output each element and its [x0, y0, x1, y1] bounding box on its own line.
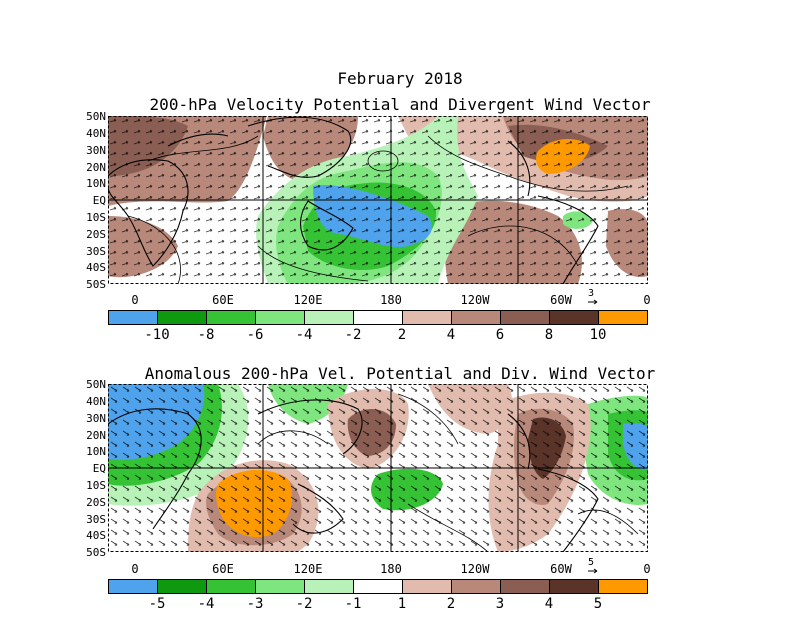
colorbar-swatch — [304, 580, 353, 593]
colorbar-swatch — [109, 580, 157, 593]
lat-label: 50S — [86, 278, 106, 291]
lat-label: 10N — [86, 445, 106, 458]
lat-label: 10S — [86, 211, 106, 224]
colorbar-swatch — [598, 311, 647, 324]
coastline — [108, 399, 599, 552]
colorbar-swatch — [157, 311, 206, 324]
panel2-title: Anomalous 200-hPa Vel. Potential and Div… — [144, 364, 656, 383]
lat-label: 10S — [86, 479, 106, 492]
colorbar-swatch — [549, 580, 598, 593]
colorbar-swatch — [353, 580, 402, 593]
lat-label: 10N — [86, 177, 106, 190]
lat-label: 30S — [86, 513, 106, 526]
colorbar-swatch — [353, 311, 402, 324]
panel2-map — [108, 384, 648, 552]
contour-line — [127, 135, 629, 284]
lat-label: 40S — [86, 261, 106, 274]
vector-reference: 3 — [588, 289, 598, 305]
lon-label: 0 — [131, 562, 139, 576]
colorbar-swatch — [157, 580, 206, 593]
colorbar-swatch — [304, 311, 353, 324]
panel1-colorbar — [108, 310, 648, 325]
colorbar-label: -2 — [344, 327, 362, 343]
colorbar-label: 4 — [544, 596, 554, 612]
lat-label: 50N — [86, 110, 106, 123]
colorbar-swatch — [451, 580, 500, 593]
lon-label: 60E — [212, 562, 234, 576]
colorbar-label: 2 — [446, 596, 456, 612]
vector-reference-value: 5 — [588, 557, 595, 568]
panel2-colorbar — [108, 579, 648, 594]
lat-label: 40N — [86, 127, 106, 140]
coastline — [108, 116, 599, 284]
vector-arrow-icon — [588, 568, 598, 574]
colorbar-swatch — [500, 580, 549, 593]
lon-label: 60W — [550, 562, 572, 576]
lon-label: 120W — [460, 293, 490, 307]
lat-label: 50N — [86, 378, 106, 391]
colorbar-swatch — [206, 311, 255, 324]
vector-arrow-icon — [588, 299, 598, 305]
lon-label: 0 — [643, 562, 651, 576]
contour-line — [257, 393, 639, 552]
lat-label: 40N — [86, 395, 106, 408]
lon-label: 60E — [212, 293, 234, 307]
colorbar-label: -6 — [246, 327, 264, 343]
colorbar-label: -4 — [295, 327, 313, 343]
colorbar-label: -2 — [295, 596, 313, 612]
colorbar-swatch — [206, 580, 255, 593]
panel1-map — [108, 116, 648, 284]
colorbar-swatch — [109, 311, 157, 324]
colorbar-label: -5 — [148, 596, 166, 612]
lat-label: 20S — [86, 496, 106, 509]
lat-label: 30S — [86, 245, 106, 258]
colorbar-label: 3 — [495, 596, 505, 612]
colorbar-label: 1 — [397, 596, 407, 612]
lat-label: 20N — [86, 161, 106, 174]
colorbar-label: 5 — [593, 596, 603, 612]
colorbar-label: 10 — [589, 327, 607, 343]
colorbar-swatch — [500, 311, 549, 324]
lon-label: 0 — [643, 293, 651, 307]
colorbar-label: 8 — [544, 327, 554, 343]
colorbar-swatch — [549, 311, 598, 324]
colorbar-label: -1 — [344, 596, 362, 612]
colorbar-swatch — [402, 311, 451, 324]
vector-reference-value: 3 — [588, 288, 595, 299]
colorbar-label: -8 — [197, 327, 215, 343]
contour-line — [367, 150, 399, 172]
colorbar-label: 2 — [397, 327, 407, 343]
lat-label: EQ — [92, 194, 106, 207]
lon-label: 120E — [293, 293, 323, 307]
lat-label: 20S — [86, 228, 106, 241]
lat-label: 30N — [86, 144, 106, 157]
lon-label: 120W — [460, 562, 490, 576]
vector-reference: 5 — [588, 558, 598, 574]
panel1-title: 200-hPa Velocity Potential and Divergent… — [149, 95, 651, 114]
colorbar-swatch — [598, 580, 647, 593]
colorbar-swatch — [255, 580, 304, 593]
colorbar-label: -10 — [144, 327, 170, 343]
lat-label: 40S — [86, 529, 106, 542]
colorbar-label: 4 — [446, 327, 456, 343]
lat-label: 50S — [86, 546, 106, 559]
colorbar-label: -4 — [197, 596, 215, 612]
lon-label: 120E — [293, 562, 323, 576]
lon-label: 180 — [380, 293, 402, 307]
lon-label: 60W — [550, 293, 572, 307]
lat-label: 20N — [86, 429, 106, 442]
colorbar-swatch — [255, 311, 304, 324]
colorbar-label: 6 — [495, 327, 505, 343]
colorbar-swatch — [451, 311, 500, 324]
lon-label: 180 — [380, 562, 402, 576]
colorbar-swatch — [402, 580, 451, 593]
colorbar-label: -3 — [246, 596, 264, 612]
lat-label: EQ — [92, 462, 106, 475]
lon-label: 0 — [131, 293, 139, 307]
lat-label: 30N — [86, 412, 106, 425]
page-title: February 2018 — [337, 69, 463, 88]
